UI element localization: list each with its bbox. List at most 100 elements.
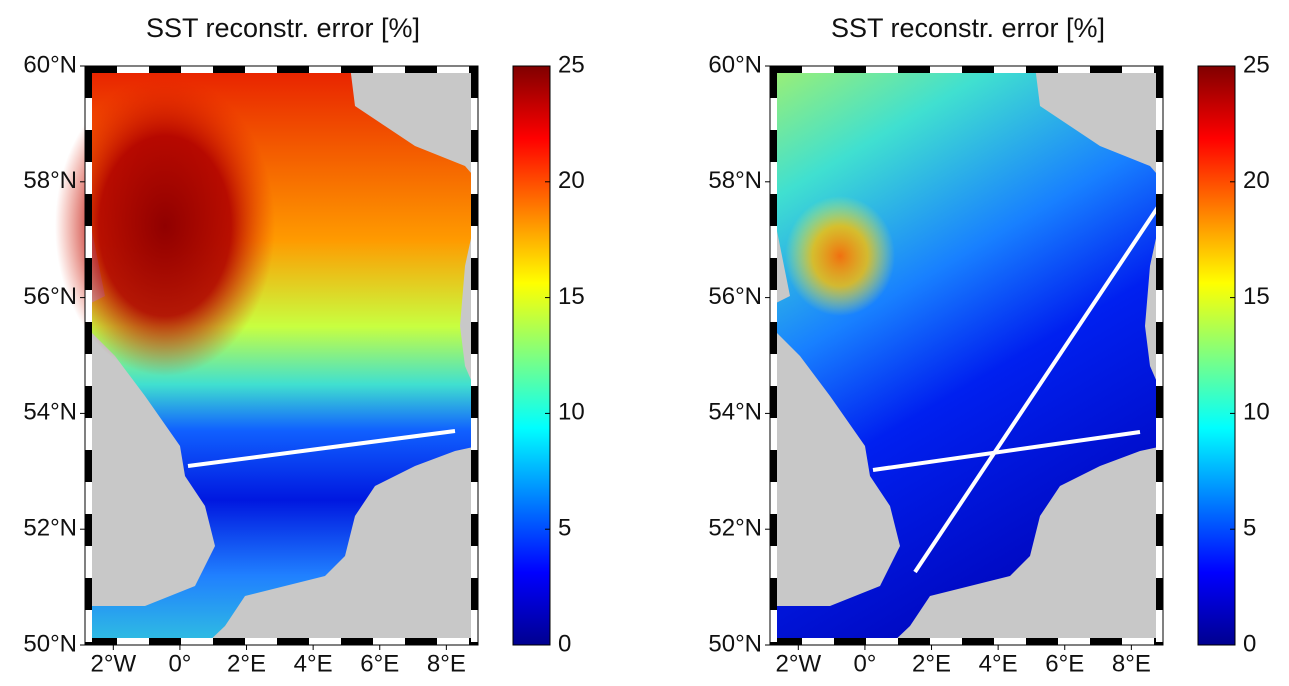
frame-segment <box>770 610 777 642</box>
frame-segment <box>962 66 994 73</box>
x-tick-label: 2°W <box>91 650 137 677</box>
frame-segment <box>770 194 777 226</box>
frame-segment <box>471 130 478 162</box>
y-tick-label: 58°N <box>708 167 762 194</box>
frame-segment <box>85 450 92 482</box>
x-tick-label: 2°E <box>912 650 951 677</box>
x-tick-label: 2°E <box>227 650 266 677</box>
frame-segment <box>770 322 777 354</box>
frame-segment <box>770 578 777 610</box>
frame-segment <box>770 418 777 450</box>
frame-segment <box>1156 322 1163 354</box>
frame-segment <box>85 290 92 322</box>
colorbar-tick-label: 10 <box>558 399 585 426</box>
transect <box>872 430 1141 472</box>
frame-segment <box>471 514 478 546</box>
frame-segment <box>802 638 834 645</box>
frame-segment <box>1156 258 1163 290</box>
frame-segment <box>1058 638 1090 645</box>
frame-segment <box>85 482 92 514</box>
frame-segment <box>1156 514 1163 546</box>
x-tick-label: 0° <box>168 650 191 677</box>
frame-segment <box>770 638 802 645</box>
frame-segment <box>770 226 777 258</box>
frame-segment <box>1122 66 1154 73</box>
colorbar-tick-label: 25 <box>1243 51 1270 78</box>
frame-segment <box>962 638 994 645</box>
frame-segment <box>471 578 478 610</box>
x-tick-label: 6°E <box>1045 650 1084 677</box>
frame-segment <box>866 638 898 645</box>
map-panel: SST reconstr. error [%] 2°W 0° 2°E 4°E 6°E 8°… <box>23 13 584 677</box>
frame-segment <box>770 546 777 578</box>
frame-segment <box>85 162 92 194</box>
frame-segment <box>1156 546 1163 578</box>
frame-segment <box>770 482 777 514</box>
frame-segment <box>437 638 469 645</box>
colorbar-tick-label: 5 <box>1243 515 1256 542</box>
frame-segment <box>85 610 92 642</box>
x-tick-label: 2°W <box>776 650 822 677</box>
frame-segment <box>85 322 92 354</box>
frame-segment <box>471 258 478 290</box>
colorbar-tick-label: 20 <box>1243 167 1270 194</box>
frame-segment <box>471 482 478 514</box>
frame <box>769 65 1164 646</box>
frame-segment <box>770 290 777 322</box>
frame-segment <box>1026 66 1058 73</box>
frame-segment <box>1156 194 1163 226</box>
frame-segment <box>85 546 92 578</box>
frame-segment <box>1122 638 1154 645</box>
frame-segment <box>405 66 437 73</box>
frame-segment <box>1156 610 1163 642</box>
frame-segment <box>471 162 478 194</box>
y-tick-label: 50°N <box>23 630 77 657</box>
frame-segment <box>770 98 777 130</box>
map-title: SST reconstr. error [%] <box>831 13 1105 43</box>
frame-segment <box>85 226 92 258</box>
frame-segment <box>1156 162 1163 194</box>
frame-segment <box>405 638 437 645</box>
frame-segment <box>181 638 213 645</box>
y-tick-label: 60°N <box>708 51 762 78</box>
frame <box>84 65 479 646</box>
frame-segment <box>213 638 245 645</box>
frame-segment <box>85 98 92 130</box>
frame-segment <box>1156 354 1163 386</box>
frame-segment <box>213 66 245 73</box>
frame-segment <box>437 66 469 73</box>
frame-segment <box>149 638 181 645</box>
frame-segment <box>245 638 277 645</box>
x-tick-label: 4°E <box>294 650 333 677</box>
colorbar-tick-label: 20 <box>558 167 585 194</box>
frame-segment <box>1156 226 1163 258</box>
error-region <box>55 76 275 376</box>
frame-segment <box>117 638 149 645</box>
frame-segment <box>85 194 92 226</box>
frame-segment <box>471 98 478 130</box>
frame-segment <box>834 638 866 645</box>
frame-segment <box>770 258 777 290</box>
frame-segment <box>994 66 1026 73</box>
colorbar-tick-label: 0 <box>1243 630 1256 657</box>
frame-segment <box>930 638 962 645</box>
frame-segment <box>770 386 777 418</box>
frame-segment <box>1090 638 1122 645</box>
frame-segment <box>341 66 373 73</box>
colorbar-tick-label: 15 <box>1243 283 1270 310</box>
frame-segment <box>471 450 478 482</box>
colorbar <box>512 65 551 646</box>
frame-segment <box>85 418 92 450</box>
frame-segment <box>149 66 181 73</box>
frame-segment <box>471 290 478 322</box>
frame-segment <box>1156 386 1163 418</box>
frame-segment <box>373 638 405 645</box>
frame-segment <box>471 322 478 354</box>
x-tick-label: 8°E <box>1112 650 1151 677</box>
frame-segment <box>1156 290 1163 322</box>
frame-segment <box>898 66 930 73</box>
frame-segment <box>770 354 777 386</box>
frame-segment <box>471 610 478 642</box>
y-tick-label: 60°N <box>23 51 77 78</box>
